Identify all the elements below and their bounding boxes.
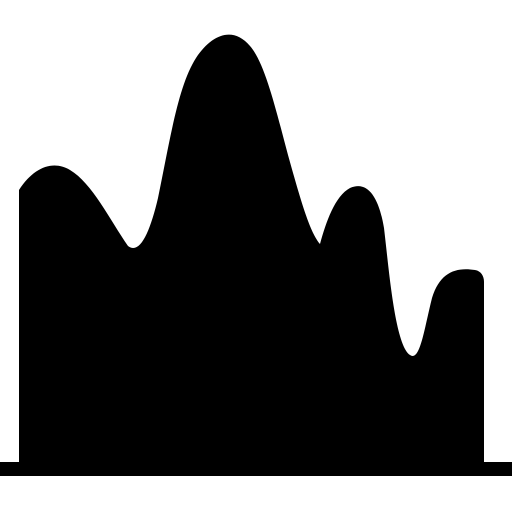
baseline-bar xyxy=(0,462,512,476)
area-shape xyxy=(19,34,484,469)
